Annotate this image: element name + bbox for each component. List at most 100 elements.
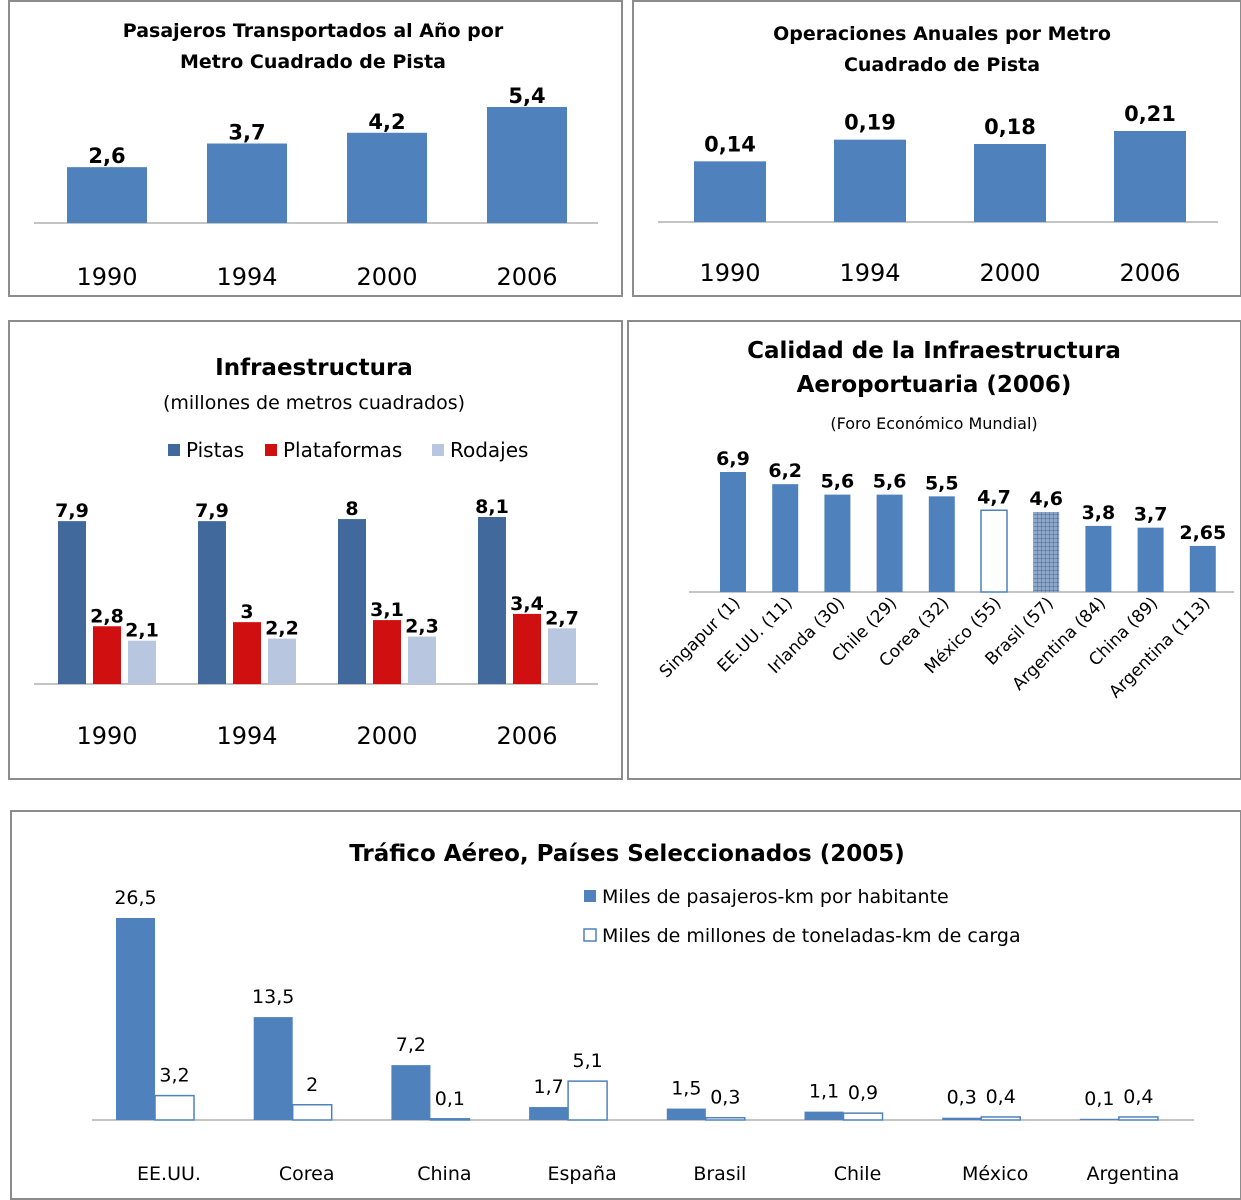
chart-title-line: Metro Cuadrado de Pista — [180, 51, 446, 73]
bar — [408, 636, 436, 684]
data-label: 2,65 — [1179, 522, 1226, 544]
data-label: 3,4 — [510, 593, 544, 615]
data-label: 0,3 — [710, 1087, 740, 1109]
legend-swatch — [265, 444, 277, 456]
data-label: 3 — [240, 601, 253, 623]
data-label: 2,8 — [90, 605, 124, 627]
legend-label: Miles de pasajeros-km por habitante — [602, 886, 949, 908]
bar — [942, 1117, 982, 1120]
bar — [567, 1080, 608, 1121]
bar — [207, 143, 287, 223]
bar — [1118, 1116, 1159, 1121]
bar — [694, 161, 766, 222]
bar — [154, 1094, 195, 1121]
legend-label: Pistas — [186, 438, 244, 462]
chart-trafico: Tráfico Aéreo, Países Seleccionados (200… — [92, 841, 1194, 1185]
data-label: 0,9 — [848, 1082, 878, 1104]
data-label: 2,2 — [265, 618, 299, 640]
bar — [834, 139, 906, 222]
bar — [548, 628, 576, 684]
legend-swatch — [583, 928, 597, 942]
chart-subtitle: (Foro Económico Mundial) — [830, 414, 1037, 433]
data-label: 7,9 — [195, 500, 229, 522]
x-tick-label: Corea — [279, 1163, 335, 1185]
bar — [980, 509, 1008, 593]
data-label: 3,7 — [228, 121, 265, 145]
data-label: 13,5 — [252, 986, 294, 1008]
chart-operaciones-panel: Operaciones Anuales por Metro Cuadrado de… — [632, 0, 1241, 297]
data-label: 6,9 — [716, 448, 750, 470]
x-tick-label: España — [547, 1163, 616, 1185]
x-tick-label: 1994 — [216, 722, 277, 750]
chart-title-line: Pasajeros Transportados al Año por — [123, 20, 504, 42]
x-tick-label: 1990 — [699, 259, 760, 287]
chart-trafico-panel: Tráfico Aéreo, Países Seleccionados (200… — [10, 810, 1241, 1200]
data-label: 2,1 — [125, 620, 159, 642]
chart-title: Tráfico Aéreo, Países Seleccionados (200… — [349, 841, 905, 867]
chart-title-line: Calidad de la Infraestructura — [747, 338, 1121, 364]
bar — [1079, 1118, 1119, 1120]
bar — [980, 1116, 1021, 1121]
bar — [529, 1107, 569, 1120]
x-tick-label: 2006 — [496, 722, 557, 750]
bar — [268, 638, 296, 684]
bar — [347, 132, 427, 223]
data-label: 1,1 — [809, 1081, 839, 1103]
bar — [116, 918, 155, 1120]
data-label: 3,2 — [159, 1065, 189, 1087]
bar — [58, 521, 86, 684]
data-label: 0,18 — [984, 115, 1036, 139]
bar — [233, 622, 261, 684]
x-tick-label: 2006 — [1119, 259, 1180, 287]
bar — [253, 1017, 293, 1120]
data-label: 6,2 — [768, 460, 802, 482]
chart-infraestructura-panel: Infraestructura (millones de metros cuadr… — [8, 320, 623, 780]
data-label: 26,5 — [114, 887, 156, 909]
chart-title-line: Aeroportuaria (2006) — [797, 372, 1072, 398]
data-label: 0,14 — [704, 132, 756, 156]
legend-swatch — [168, 444, 180, 456]
legend-swatch — [584, 890, 596, 902]
chart-pasajeros: Pasajeros Transportados al Año por Metro … — [34, 20, 598, 291]
bar — [93, 626, 121, 684]
data-label: 5,4 — [508, 84, 545, 108]
data-label: 5,6 — [873, 471, 907, 493]
chart-title-line: Operaciones Anuales por Metro — [773, 23, 1111, 45]
x-tick-label: Brasil — [693, 1163, 746, 1185]
data-label: 5,6 — [821, 471, 855, 493]
bar — [824, 494, 851, 592]
bar — [666, 1108, 706, 1120]
x-tick-label: Chile — [834, 1163, 882, 1185]
chart-calidad-panel: Calidad de la Infraestructura Aeroportuar… — [627, 320, 1241, 780]
data-label: 2,7 — [545, 607, 579, 629]
legend-label: Rodajes — [450, 438, 528, 462]
x-tick-label: 1990 — [76, 263, 137, 291]
chart-title: Infraestructura — [215, 355, 413, 381]
chart-infraestructura: Infraestructura (millones de metros cuadr… — [34, 355, 598, 750]
data-label: 0,4 — [1123, 1086, 1153, 1108]
bar — [67, 167, 147, 223]
bar — [487, 107, 567, 223]
data-label: 0,1 — [1084, 1088, 1114, 1110]
bar — [804, 1111, 844, 1120]
bar — [198, 521, 226, 684]
data-label: 7,2 — [396, 1034, 426, 1056]
data-label: 3,8 — [1082, 502, 1116, 524]
x-tick-label: 1990 — [76, 722, 137, 750]
data-label: 2,3 — [405, 616, 439, 638]
data-label: 3,7 — [1134, 504, 1168, 526]
bar — [429, 1118, 471, 1121]
bar — [876, 494, 903, 592]
data-label: 5,1 — [572, 1050, 602, 1072]
data-label: 1,5 — [671, 1078, 701, 1100]
x-tick-label: 2000 — [356, 263, 417, 291]
chart-operaciones: Operaciones Anuales por Metro Cuadrado de… — [658, 23, 1218, 287]
chart-pasajeros-panel: Pasajeros Transportados al Año por Metro … — [8, 0, 623, 297]
bar — [391, 1065, 431, 1120]
x-tick-label: EE.UU. — [137, 1163, 201, 1185]
bar — [478, 517, 506, 684]
data-label: 8,1 — [475, 496, 509, 518]
x-tick-label: 2000 — [979, 259, 1040, 287]
chart-title-line: Cuadrado de Pista — [844, 54, 1040, 76]
x-tick-label: China — [417, 1163, 471, 1185]
